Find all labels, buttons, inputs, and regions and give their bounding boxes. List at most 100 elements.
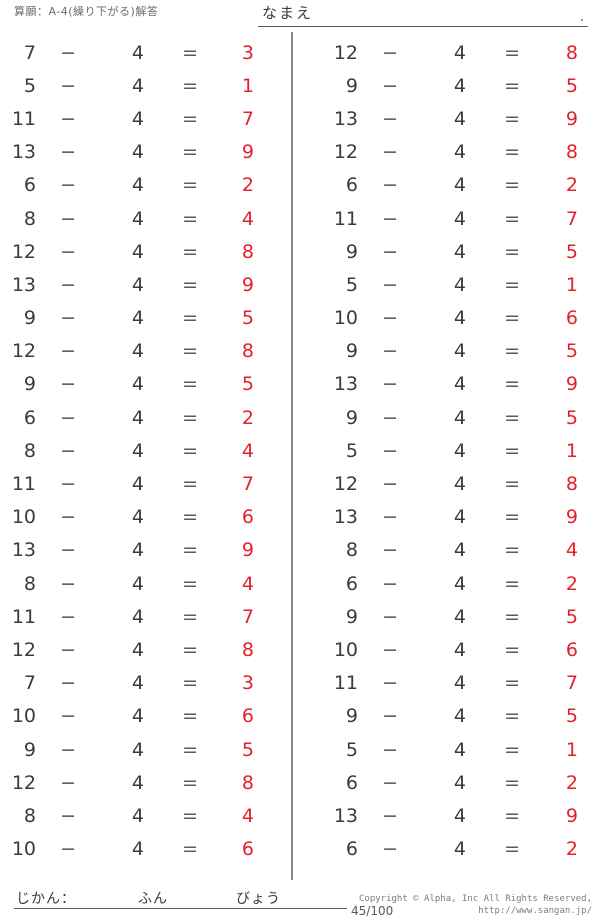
answer-value[interactable]: 7: [241, 605, 254, 628]
operand-left: 8: [23, 439, 36, 462]
equals-icon: =: [182, 207, 198, 230]
answer-value[interactable]: 8: [565, 41, 578, 64]
problem-row: 12 − 4 = 8: [0, 633, 285, 666]
operand-left: 13: [333, 804, 358, 827]
operand-right: 4: [131, 473, 144, 496]
answer-value[interactable]: 6: [241, 838, 254, 861]
problem-row: 8 − 4 = 4: [0, 567, 285, 600]
answer-value[interactable]: 5: [241, 373, 254, 396]
answer-value[interactable]: 6: [241, 705, 254, 728]
equals-icon: =: [182, 174, 198, 197]
minus-icon: −: [60, 107, 76, 130]
equals-icon: =: [182, 705, 198, 728]
minus-icon: −: [60, 373, 76, 396]
minus-icon: −: [60, 638, 76, 661]
answer-value[interactable]: 4: [241, 572, 254, 595]
answer-value[interactable]: 1: [565, 738, 578, 761]
operand-left: 12: [333, 41, 358, 64]
answer-value[interactable]: 8: [241, 771, 254, 794]
answer-value[interactable]: 5: [565, 605, 578, 628]
answer-value[interactable]: 3: [241, 41, 254, 64]
answer-value[interactable]: 1: [241, 74, 254, 97]
answer-value[interactable]: 9: [241, 141, 254, 164]
problem-row: 11 − 4 = 7: [0, 102, 285, 135]
answer-value[interactable]: 5: [565, 74, 578, 97]
answer-value[interactable]: 4: [241, 804, 254, 827]
answer-value[interactable]: 4: [241, 439, 254, 462]
equals-icon: =: [504, 406, 520, 429]
problem-row: 9 − 4 = 5: [300, 335, 590, 368]
answer-value[interactable]: 7: [565, 672, 578, 695]
answer-value[interactable]: 2: [565, 771, 578, 794]
answer-value[interactable]: 8: [241, 638, 254, 661]
answer-value[interactable]: 9: [565, 373, 578, 396]
answer-value[interactable]: 9: [565, 506, 578, 529]
answer-value[interactable]: 3: [241, 672, 254, 695]
answer-value[interactable]: 5: [565, 340, 578, 363]
name-field[interactable]: なまえ .: [258, 0, 588, 27]
problem-column-right: 12−4 = 8 9−4 = 5 13−4 = 9 12−4 = 8 6−4 = 2 11−4 = 7 9−4 = 5 5…: [300, 36, 590, 866]
answer-value[interactable]: 2: [565, 174, 578, 197]
answer-value[interactable]: 2: [565, 838, 578, 861]
operand-right: 4: [453, 804, 466, 827]
answer-value[interactable]: 7: [241, 473, 254, 496]
operand-left: 8: [23, 572, 36, 595]
minus-icon: −: [382, 107, 398, 130]
answer-value[interactable]: 2: [565, 572, 578, 595]
minus-icon: −: [382, 539, 398, 562]
answer-value[interactable]: 6: [565, 307, 578, 330]
operand-right: 4: [453, 174, 466, 197]
answer-value[interactable]: 8: [241, 340, 254, 363]
equals-icon: =: [504, 273, 520, 296]
problem-row: 5 − 4 = 1: [300, 268, 590, 301]
equals-icon: =: [504, 373, 520, 396]
equals-icon: =: [504, 74, 520, 97]
minus-icon: −: [382, 771, 398, 794]
operand-left: 5: [23, 74, 36, 97]
equals-icon: =: [182, 74, 198, 97]
minus-icon: −: [382, 705, 398, 728]
answer-value[interactable]: 5: [565, 406, 578, 429]
answer-value[interactable]: 9: [565, 804, 578, 827]
problem-row: 12 − 4 = 8: [300, 36, 590, 69]
operand-right: 4: [453, 340, 466, 363]
answer-value[interactable]: 8: [241, 240, 254, 263]
answer-value[interactable]: 6: [565, 638, 578, 661]
operand-left: 9: [345, 74, 358, 97]
answer-value[interactable]: 9: [241, 273, 254, 296]
operand-left: 9: [345, 605, 358, 628]
minus-icon: −: [382, 307, 398, 330]
answer-value[interactable]: 4: [241, 207, 254, 230]
answer-value[interactable]: 9: [241, 539, 254, 562]
answer-value[interactable]: 2: [241, 174, 254, 197]
answer-value[interactable]: 5: [565, 240, 578, 263]
operand-left: 10: [11, 838, 36, 861]
answer-value[interactable]: 9: [565, 107, 578, 130]
answer-value[interactable]: 1: [565, 273, 578, 296]
answer-value[interactable]: 4: [565, 539, 578, 562]
time-field[interactable]: じかん： ふん びょう: [14, 886, 347, 909]
answer-value[interactable]: 5: [241, 307, 254, 330]
operand-left: 10: [333, 638, 358, 661]
operand-left: 9: [345, 340, 358, 363]
answer-value[interactable]: 1: [565, 439, 578, 462]
equals-icon: =: [504, 439, 520, 462]
operand-left: 10: [333, 307, 358, 330]
answer-value[interactable]: 7: [565, 207, 578, 230]
equals-icon: =: [182, 638, 198, 661]
answer-value[interactable]: 8: [565, 141, 578, 164]
operand-left: 13: [11, 141, 36, 164]
minus-icon: −: [60, 74, 76, 97]
minus-icon: −: [382, 838, 398, 861]
answer-value[interactable]: 7: [241, 107, 254, 130]
minus-icon: −: [382, 207, 398, 230]
operand-left: 11: [11, 107, 36, 130]
operand-right: 4: [453, 141, 466, 164]
answer-value[interactable]: 8: [565, 473, 578, 496]
answer-value[interactable]: 5: [565, 705, 578, 728]
problem-row: 6 − 4 = 2: [300, 833, 590, 866]
answer-value[interactable]: 5: [241, 738, 254, 761]
answer-value[interactable]: 6: [241, 506, 254, 529]
minus-icon: −: [60, 340, 76, 363]
answer-value[interactable]: 2: [241, 406, 254, 429]
